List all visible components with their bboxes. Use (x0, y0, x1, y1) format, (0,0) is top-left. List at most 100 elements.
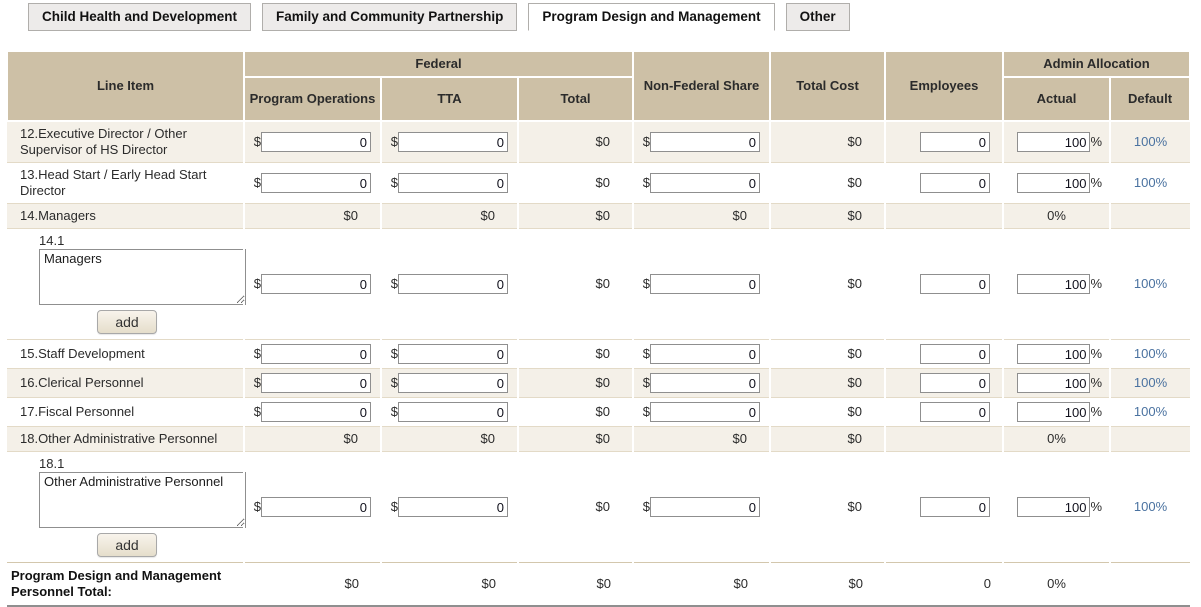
actual-percent-input[interactable] (1017, 402, 1091, 422)
line-item-editable-cell: 18.1 add (7, 451, 246, 563)
tab-family-and-community-partnership[interactable]: Family and Community Partnership (262, 3, 518, 31)
non-federal-share-input[interactable] (650, 173, 760, 193)
budget-table-body: 12.Executive Director / Other Supervisor… (7, 120, 1190, 563)
non-federal-share-input[interactable] (650, 373, 760, 393)
tab-other[interactable]: Other (785, 3, 850, 31)
program-operations-input[interactable] (261, 173, 371, 193)
employees-input[interactable] (920, 402, 990, 422)
currency-symbol: $ (390, 134, 398, 149)
actual-percent-input[interactable] (1017, 344, 1091, 364)
tta-input[interactable] (398, 402, 508, 422)
employees-input[interactable] (920, 173, 990, 193)
default-percent-link[interactable]: 100% (1133, 175, 1168, 190)
total-cost-value: $0 (769, 368, 885, 398)
federal-total-value: $0 (517, 203, 633, 229)
program-operations-cell: $ (243, 451, 381, 563)
tta-cell: $ (380, 228, 518, 340)
actual-percent-input[interactable] (1017, 373, 1091, 393)
program-operations-input[interactable] (261, 132, 371, 152)
tta-input[interactable] (398, 373, 508, 393)
tab-program-design-and-management[interactable]: Program Design and Management (528, 3, 775, 31)
default-percent-link[interactable]: 100% (1133, 404, 1168, 419)
total-cost-value: $0 (769, 228, 885, 340)
actual-percent-input[interactable] (1017, 274, 1091, 294)
federal-total-value: $0 (517, 451, 633, 563)
employees-input[interactable] (920, 132, 990, 152)
non-federal-share-input[interactable] (650, 497, 760, 517)
tta-input[interactable] (398, 344, 508, 364)
col-group-federal: Federal (243, 50, 634, 78)
tta-input[interactable] (398, 132, 508, 152)
percent-symbol: % (1090, 346, 1102, 361)
tta-input[interactable] (398, 173, 508, 193)
default-percent-link[interactable]: 100% (1133, 134, 1168, 149)
program-operations-input[interactable] (261, 497, 371, 517)
non-federal-share-input[interactable] (650, 402, 760, 422)
add-button[interactable]: add (97, 310, 157, 334)
program-operations-input[interactable] (261, 274, 371, 294)
add-button[interactable]: add (97, 533, 157, 557)
employees-input[interactable] (920, 274, 990, 294)
program-operations-cell: $ (243, 228, 381, 340)
program-operations-value: $0 (243, 203, 381, 229)
employees-cell (884, 162, 1003, 204)
currency-symbol: $ (253, 134, 261, 149)
line-item-editable-cell: 14.1 add (7, 228, 246, 340)
tab-child-health-and-development[interactable]: Child Health and Development (28, 3, 252, 31)
currency-symbol: $ (253, 499, 261, 514)
line-item-name-textarea[interactable] (39, 472, 246, 528)
actual-percent-input[interactable] (1017, 173, 1091, 193)
actual-percent-input[interactable] (1017, 132, 1091, 152)
total-federal-total-value: $0 (518, 562, 633, 607)
table-row: 13.Head Start / Early Head Start Directo… (7, 162, 1190, 204)
col-header-federal-total: Total (517, 76, 634, 122)
employees-cell (884, 451, 1003, 563)
default-percent-link[interactable]: 100% (1133, 499, 1168, 514)
table-row: 14.1 add $ $ $0 $ $0% 100% (7, 228, 1190, 340)
col-header-employees: Employees (884, 50, 1004, 122)
non-federal-share-cell: $ (632, 397, 770, 427)
tta-cell: $ (380, 339, 518, 369)
program-operations-input[interactable] (261, 373, 371, 393)
non-federal-share-input[interactable] (650, 274, 760, 294)
currency-symbol: $ (642, 404, 650, 419)
tta-input[interactable] (398, 274, 508, 294)
non-federal-share-input[interactable] (650, 132, 760, 152)
actual-cell: % (1002, 397, 1110, 427)
header-sub-row: Program Operations TTA Total Actual Defa… (7, 76, 1191, 122)
default-cell: 100% (1109, 368, 1190, 398)
tta-value: $0 (380, 203, 518, 229)
percent-symbol: % (1090, 499, 1102, 514)
actual-cell: % (1002, 228, 1110, 340)
employees-input[interactable] (920, 373, 990, 393)
percent-symbol: % (1090, 375, 1102, 390)
employees-input[interactable] (920, 344, 990, 364)
non-federal-share-cell: $ (632, 228, 770, 340)
currency-symbol: $ (642, 499, 650, 514)
actual-percent-input[interactable] (1017, 497, 1091, 517)
budget-table: Line Item Federal Non-Federal Share Tota… (6, 50, 1191, 607)
tta-input[interactable] (398, 497, 508, 517)
col-header-line-item: Line Item (6, 50, 245, 122)
actual-cell: % (1002, 368, 1110, 398)
default-percent-link[interactable]: 100% (1133, 375, 1168, 390)
default-cell: 100% (1109, 120, 1190, 163)
table-footer: Program Design and Management Personnel … (7, 562, 1190, 607)
currency-symbol: $ (253, 276, 261, 291)
actual-percent-value: 0% (1002, 426, 1110, 452)
line-item-label: 17.Fiscal Personnel (7, 397, 244, 427)
default-percent-link[interactable]: 100% (1133, 346, 1168, 361)
employees-cell (884, 120, 1003, 163)
tta-cell: $ (380, 397, 518, 427)
non-federal-share-input[interactable] (650, 344, 760, 364)
employees-input[interactable] (920, 497, 990, 517)
non-federal-share-cell: $ (632, 451, 770, 563)
default-cell: 100% (1109, 162, 1190, 204)
line-item-name-textarea[interactable] (39, 249, 246, 305)
program-operations-input[interactable] (261, 402, 371, 422)
program-operations-input[interactable] (261, 344, 371, 364)
default-percent-link[interactable]: 100% (1133, 276, 1168, 291)
sub-line-number: 14.1 (39, 233, 65, 248)
default-cell (1109, 426, 1190, 452)
tta-cell: $ (380, 451, 518, 563)
